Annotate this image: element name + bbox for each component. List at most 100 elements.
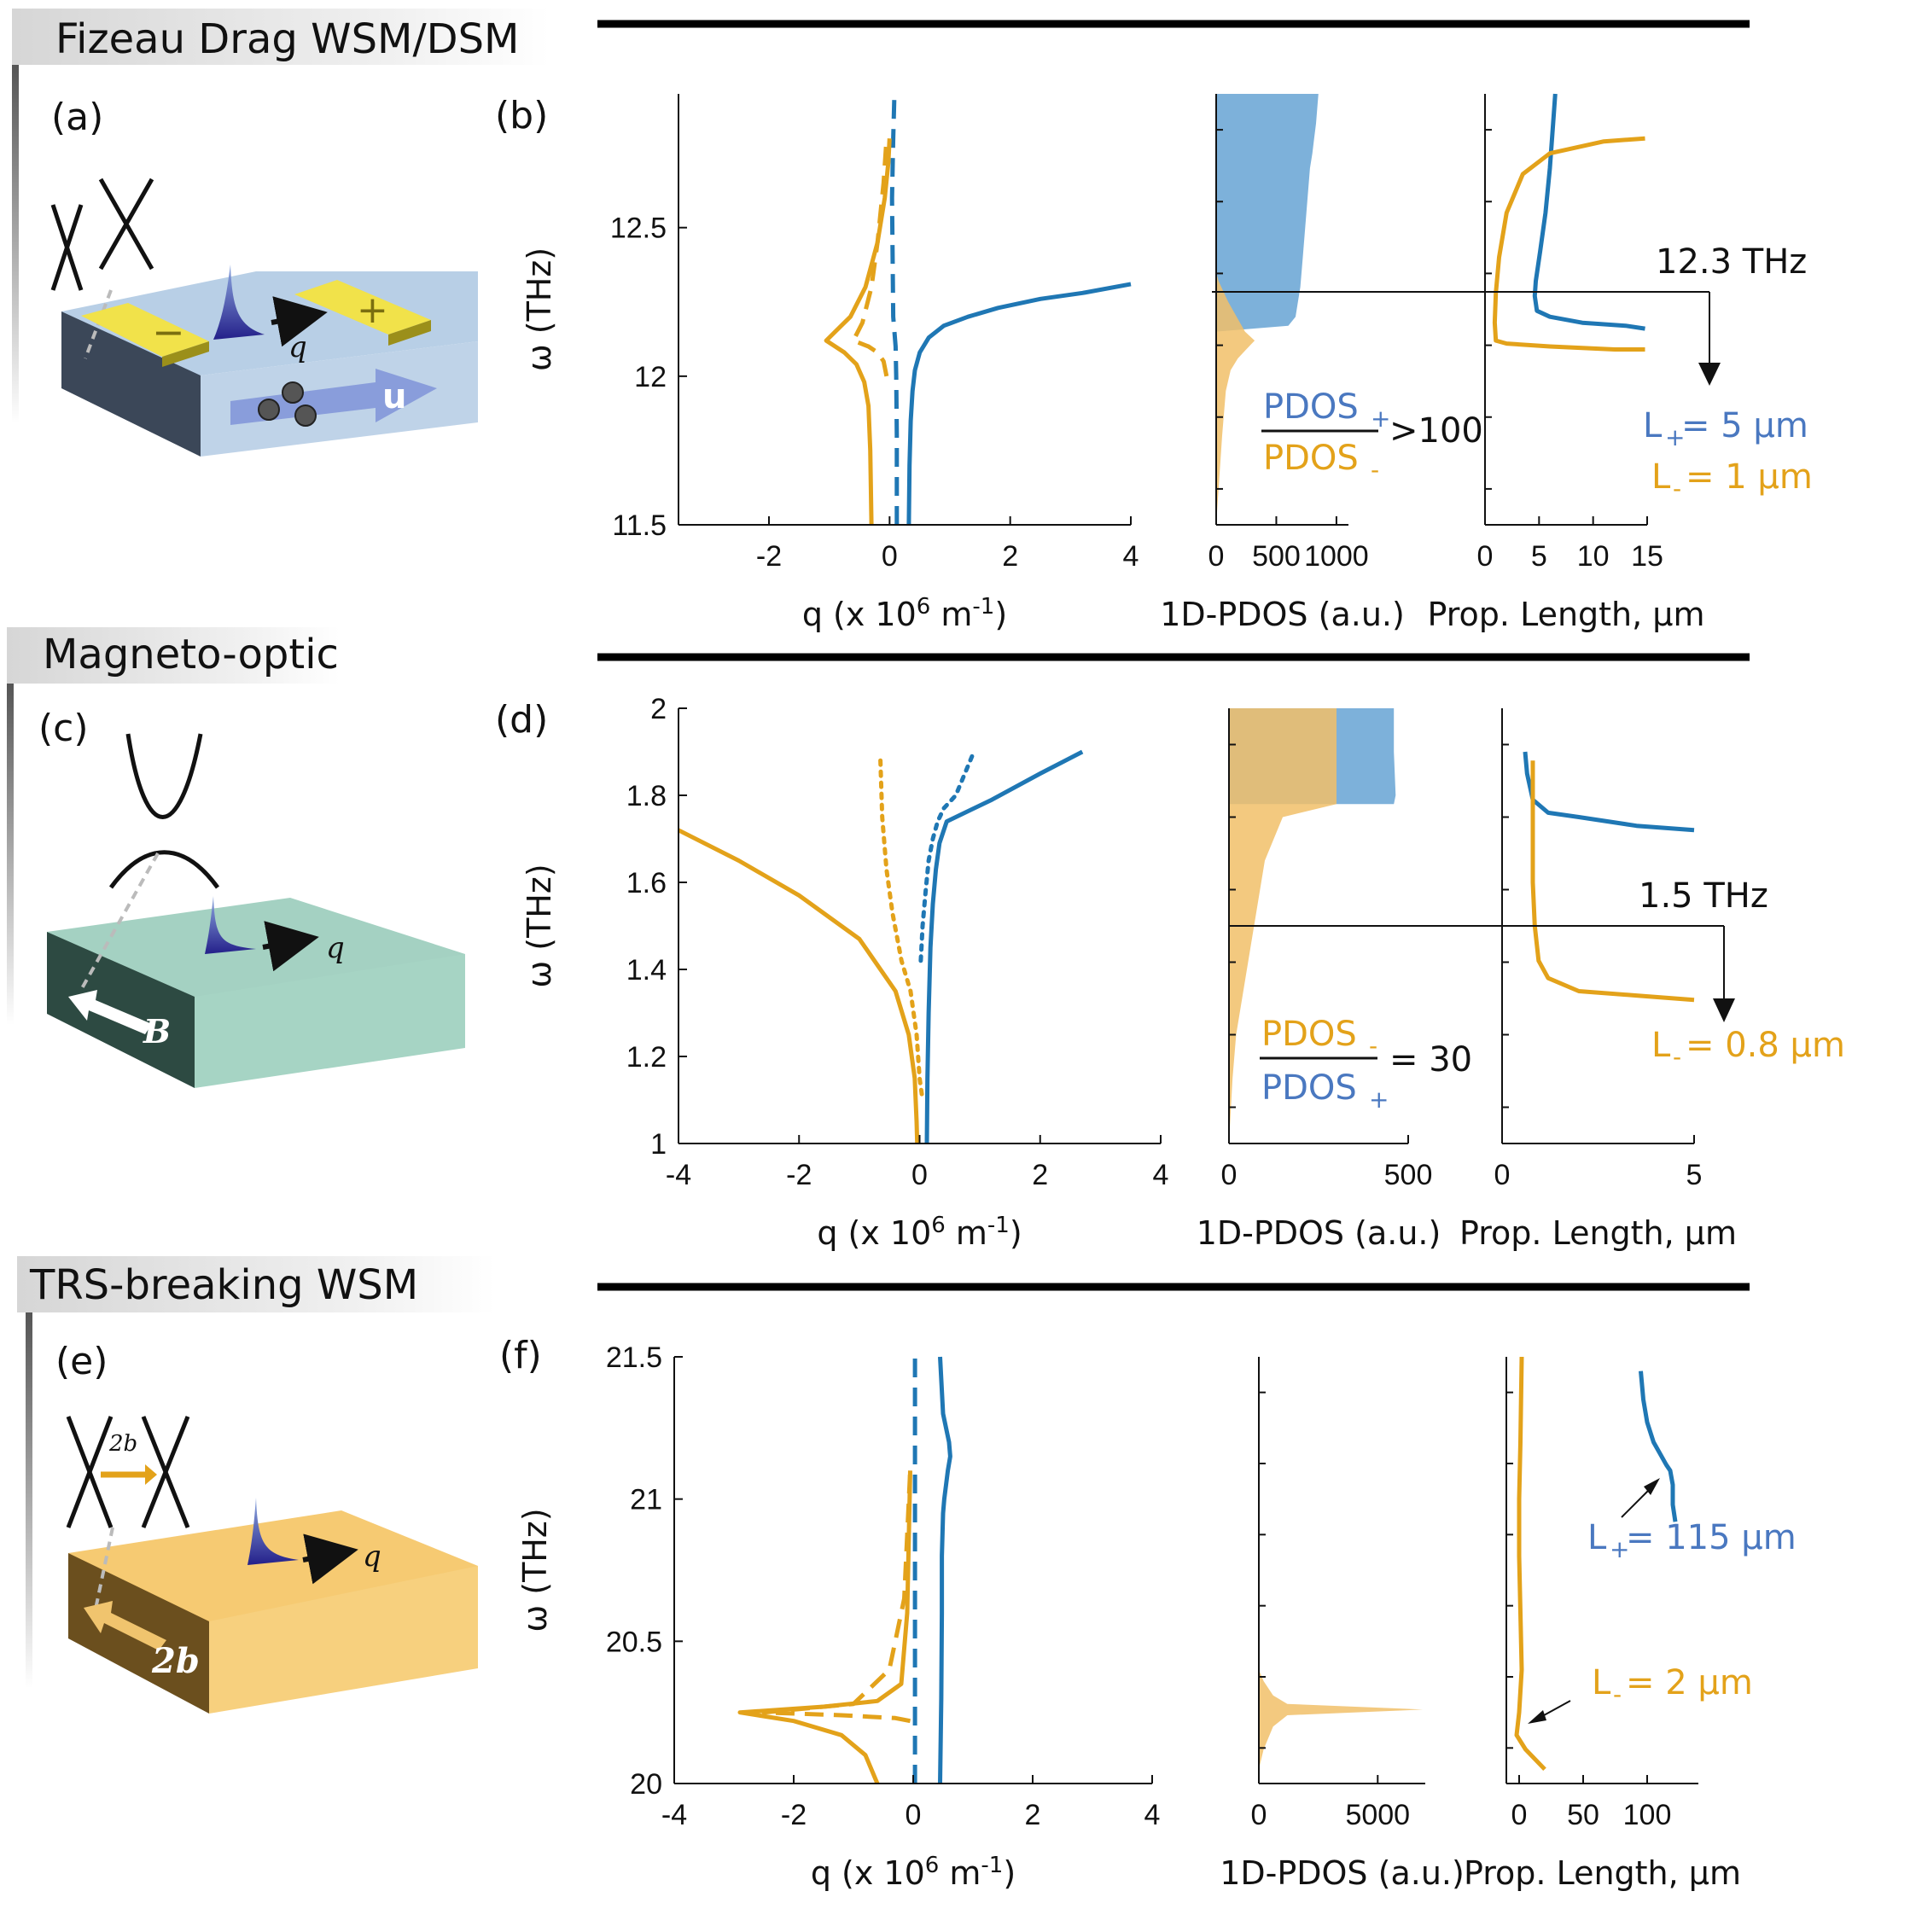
u-label: u — [382, 377, 406, 416]
panel-label-c: (c) — [38, 707, 89, 750]
length-value: = 5 µm — [1681, 406, 1808, 445]
length-label-plus: L + = 115 µm — [1587, 1518, 1797, 1563]
chart-b-length: 0 5 10 15 Prop. Length, µm — [1428, 93, 1705, 633]
plasmon-wave-icon — [205, 896, 256, 954]
length-symbol: L — [1592, 1663, 1611, 1702]
panel-label-e: (e) — [55, 1340, 108, 1383]
svg-text:−: − — [152, 309, 185, 355]
q-arrow-icon — [271, 296, 328, 347]
length-symbol: L — [1587, 1518, 1607, 1557]
projection-dash — [92, 1527, 114, 1618]
drift-arrow-icon — [230, 369, 437, 425]
node-separation-arrowhead-icon — [145, 1464, 157, 1485]
x-tick-label: 0 — [1251, 1799, 1267, 1831]
weyl-cone-pair-icon — [66, 1416, 190, 1528]
y-tick-label: 12 — [634, 361, 667, 393]
series-line-gold-solid — [1492, 136, 1645, 352]
x-tick-label: 0 — [906, 1799, 922, 1831]
panel-label-b: (b) — [495, 94, 548, 137]
x-axis-title: q (x 106 m-1) — [802, 594, 1007, 633]
pdos-area-pdos_blue — [1216, 94, 1319, 332]
y-tick-label: 2 — [650, 693, 667, 725]
x-tick-label: 4 — [1144, 1799, 1161, 1831]
x-tick-label: -2 — [756, 540, 782, 573]
b-field-label: B — [143, 1012, 171, 1050]
x-tick-label: 0 — [1208, 540, 1225, 573]
chart-f-pdos: 0 5000 1D-PDOS (a.u.) — [1220, 1357, 1465, 1892]
plus-electrode: + — [294, 280, 431, 346]
x-tick-label: 2 — [1002, 540, 1018, 573]
section-header-background — [17, 1256, 495, 1312]
frequency-marker-arrowhead — [1713, 998, 1735, 1022]
y-axis-title: ω (THz) — [521, 247, 558, 371]
x-tick-label: 4 — [1153, 1159, 1169, 1191]
series-line-blue-solid — [906, 282, 1132, 526]
x-tick-label: 0 — [1494, 1159, 1511, 1191]
series-line-gold-solid — [677, 828, 920, 1144]
series-line-blue-solid — [1639, 1370, 1678, 1522]
x-axis-title: 1D-PDOS (a.u.) — [1220, 1854, 1465, 1892]
y-tick-label: 21.5 — [606, 1341, 662, 1374]
b-vector-label: 2b — [151, 1641, 200, 1681]
y-tick-label: 1.4 — [626, 954, 667, 986]
section-side-bar — [26, 1312, 32, 1688]
frequency-marker-arrowhead — [1698, 363, 1721, 386]
panel-label-a: (a) — [51, 96, 103, 139]
length-subscript: + — [1665, 423, 1685, 451]
x-tick-label: 0 — [1221, 1159, 1238, 1191]
x-tick-label: 4 — [1123, 540, 1139, 573]
chart-d-length: 0 5 Prop. Length, µm — [1459, 708, 1737, 1252]
node-separation-label: 2b — [108, 1431, 137, 1457]
length-value: = 1 µm — [1686, 457, 1813, 497]
x-tick-label: 100 — [1623, 1799, 1672, 1831]
x-tick-label: 500 — [1252, 540, 1301, 573]
row1-annotations: 12.3 THz PDOS + PDOS - >100 L + = 5 µm L… — [1212, 242, 1813, 503]
series-line-blue-solid — [1523, 751, 1695, 833]
y-tick-label: 12.5 — [610, 212, 667, 245]
length-value: = 0.8 µm — [1686, 1026, 1845, 1065]
series-line-gold-solid — [1514, 1356, 1546, 1772]
ratio-denominator-sub: + — [1369, 1085, 1389, 1114]
frequency-annotation: 12.3 THz — [1656, 242, 1807, 282]
slab-front-face — [209, 1566, 478, 1714]
length-subscript: + — [1610, 1535, 1629, 1563]
valence-band-icon — [108, 850, 220, 889]
row3-annotations: L + = 115 µm L - = 2 µm — [1528, 1478, 1797, 1724]
series-line-gold-solid — [737, 1470, 912, 1784]
chart-f-length: 0 50 100 Prop. Length, µm — [1464, 1356, 1741, 1892]
section-side-bar — [12, 65, 19, 423]
x-tick-label: -4 — [661, 1799, 687, 1831]
x-tick-label: 0 — [1477, 540, 1494, 573]
section-side-bar — [7, 684, 14, 1025]
row2-annotations: 1.5 THz PDOS - PDOS + = 30 L - = 0.8 µm — [1229, 876, 1845, 1114]
section-header-1: Fizeau Drag WSM/DSM — [12, 9, 550, 423]
y-axis-title: ω (THz) — [516, 1508, 554, 1632]
y-tick-label: 1.8 — [626, 780, 667, 812]
length-value: = 115 µm — [1626, 1518, 1797, 1557]
q-label: q — [363, 1539, 381, 1574]
x-axis-title: q (x 106 m-1) — [817, 1213, 1022, 1252]
x-tick-label: 5000 — [1345, 1799, 1410, 1831]
x-tick-label: 0 — [1511, 1799, 1528, 1831]
b-vector-arrow-icon — [84, 1601, 166, 1650]
minus-electrode: − — [81, 303, 209, 367]
ratio-relation: = 30 — [1389, 1040, 1472, 1079]
x-tick-label: 15 — [1631, 540, 1663, 573]
y-tick-label: 20 — [630, 1768, 662, 1801]
x-axis-title: 1D-PDOS (a.u.) — [1197, 1214, 1441, 1252]
length-label-minus: L - = 2 µm — [1592, 1663, 1753, 1708]
svg-text:+: + — [357, 288, 388, 332]
projection-dash — [79, 853, 160, 991]
x-tick-label: -4 — [666, 1159, 691, 1191]
x-tick-label: 10 — [1577, 540, 1610, 573]
length-value: = 2 µm — [1626, 1663, 1753, 1702]
panel-label-f: (f) — [499, 1334, 542, 1377]
series-line-blue-solid — [938, 1356, 952, 1784]
ratio-denominator: PDOS — [1261, 1068, 1357, 1108]
q-label: q — [288, 330, 307, 364]
y-tick-label: 20.5 — [606, 1626, 662, 1658]
series-line-blue-solid — [1532, 93, 1645, 331]
q-arrow-icon — [262, 921, 319, 972]
q-label: q — [326, 931, 345, 965]
conduction-band-icon — [125, 733, 203, 819]
